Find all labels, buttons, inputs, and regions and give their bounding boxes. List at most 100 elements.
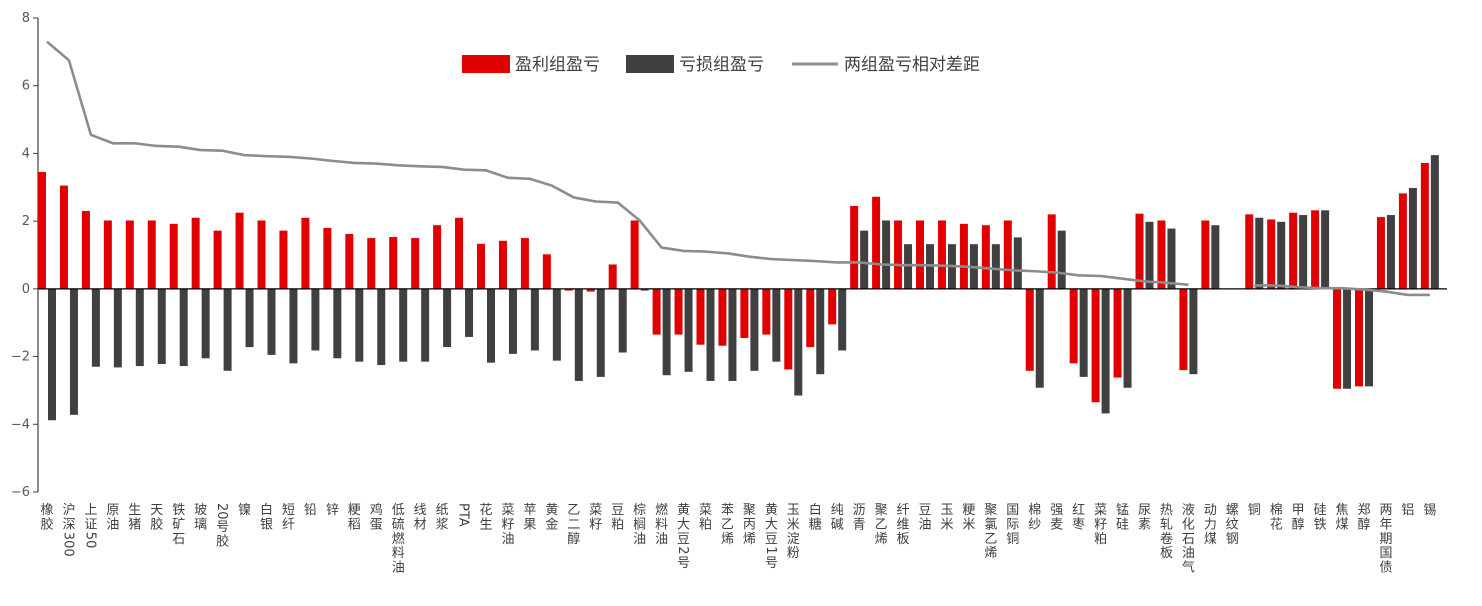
profit-bar [1355,288,1363,387]
x-tick-char: 矿 [172,517,185,532]
loss-bar [48,288,56,421]
profit-bar [235,212,244,289]
diff-line-segment [1254,284,1430,297]
x-tick-char: 硫 [392,517,405,532]
x-tick-char: 烯 [721,532,734,547]
x-tick-label: 红枣红枣 [1072,502,1085,532]
x-tick-char: 鸡 [370,502,383,518]
profit-bar [147,220,156,289]
loss-bar [882,220,891,289]
x-tick-char: 聚 [984,503,997,518]
legend-label-profit: 盈利组盈亏 [515,55,600,75]
x-tick-char: 化 [1182,517,1195,532]
loss-bar [1321,210,1330,289]
profit-bar [103,220,112,289]
profit-bar [411,238,420,289]
x-tick-char: 纱 [1028,517,1041,532]
x-category-labels: 橡胶橡胶沪深300沪深300上证50上证50原油原油生猪生猪天胶天胶铁矿石铁矿石… [40,502,1436,576]
x-tick-label: 纤维板纤维板 [897,503,910,547]
x-tick-char: 硅 [1314,503,1327,518]
loss-bar [1167,228,1176,289]
x-tick-label: 白糖白糖 [809,502,822,532]
x-tick-label: 锰硅锰硅 [1116,503,1129,532]
loss-bar [574,288,583,381]
x-tick-char: 青 [853,517,866,532]
x-tick-char: 燃 [392,531,405,547]
loss-bar [640,288,649,291]
x-tick-label: 聚丙烯聚丙烯 [743,503,756,547]
x-tick-label: 橡胶橡胶 [40,503,53,532]
x-tick-char: 气 [1182,560,1195,576]
x-tick-char: 醇 [1292,516,1305,532]
profit-bar [1420,162,1429,289]
x-tick-char: 号 [765,556,778,571]
x-tick-label: 棉纱棉纱 [1028,503,1041,532]
x-tick-char: 燃 [655,502,668,518]
x-tick-label: 黄大豆2号黄大豆2号 [675,503,690,571]
x-tick-label: 郑醇郑醇 [1357,503,1370,532]
x-tick-char: 尿 [1138,503,1151,518]
profit-bar [630,220,639,289]
profit-bar [1003,220,1012,289]
x-tick-char: 油 [655,532,668,547]
x-tick-char: 米 [962,517,975,532]
x-tick-char: 卷 [1160,531,1173,547]
x-tick-char: 材 [414,517,427,532]
x-tick-char: 证 [84,517,97,532]
loss-bar [1189,288,1198,375]
profit-bar [1333,288,1342,389]
profit-bar [169,223,178,289]
y-tick-label: −4 [11,417,30,432]
x-tick-label: 生猪生猪 [128,503,141,532]
x-tick-char: 力 [1204,517,1217,532]
x-tick-char: 籽 [1094,517,1107,532]
loss-bar [1101,288,1110,414]
x-tick-label: 鸡蛋鸡蛋 [370,502,383,532]
profit-bar [477,243,485,289]
x-tick-char: 蛋 [370,517,383,532]
profit-bar [520,238,529,289]
x-tick-char: 纤 [282,517,295,532]
loss-bar [838,288,847,351]
loss-bar [245,288,254,348]
x-tick-char: 白 [809,502,822,518]
x-tick-char: 粳 [962,503,975,518]
x-tick-char: 钢 [1226,532,1239,547]
x-tick-char: 石 [172,532,185,547]
x-tick-char: 生 [479,517,492,532]
x-tick-char: 黄 [765,503,778,518]
x-tick-char: 油 [106,517,119,532]
x-tick-char: 油 [501,532,514,547]
x-tick-label: 花生 花生 [479,502,492,532]
loss-bar [552,288,561,361]
x-tick-char: 苹 [523,503,536,518]
profit-bar [718,288,727,346]
loss-bar [377,288,386,366]
x-tick-label: 豆粕豆粕 [611,503,624,532]
profit-bar [1311,210,1320,289]
x-tick-label: 乙二醇乙二醇 [567,503,580,547]
x-tick-char: 螺 [1226,503,1239,518]
x-tick-char: 醇 [1357,516,1370,532]
x-tick-label: 豆油豆油 [918,503,931,532]
profit-bar [981,225,990,289]
x-tick-char: 胶 [216,534,229,550]
x-tick-char: 氯 [984,517,997,532]
x-tick-char: 年 [1379,517,1392,532]
legend-swatch-profit [462,55,510,73]
x-tick-label: 菜籽粕菜籽粕 [1094,503,1107,547]
x-tick-char: 浆 [436,517,449,532]
x-tick-char: 油 [633,532,646,547]
x-tick-char: 维 [897,517,910,532]
profit-bar [850,205,859,289]
x-tick-char: 菜 [699,503,712,518]
loss-bar [596,288,605,377]
x-tick-char: 号 [677,556,690,571]
x-tick-char: 纸 [436,503,449,518]
x-tick-run: 1 [763,546,778,554]
x-tick-char: 金 [545,516,558,532]
profit-bar [1245,214,1254,289]
loss-bar [508,288,517,354]
x-tick-label: 玻璃玻璃 [194,503,207,532]
x-tick-char: 碱 [831,517,844,532]
